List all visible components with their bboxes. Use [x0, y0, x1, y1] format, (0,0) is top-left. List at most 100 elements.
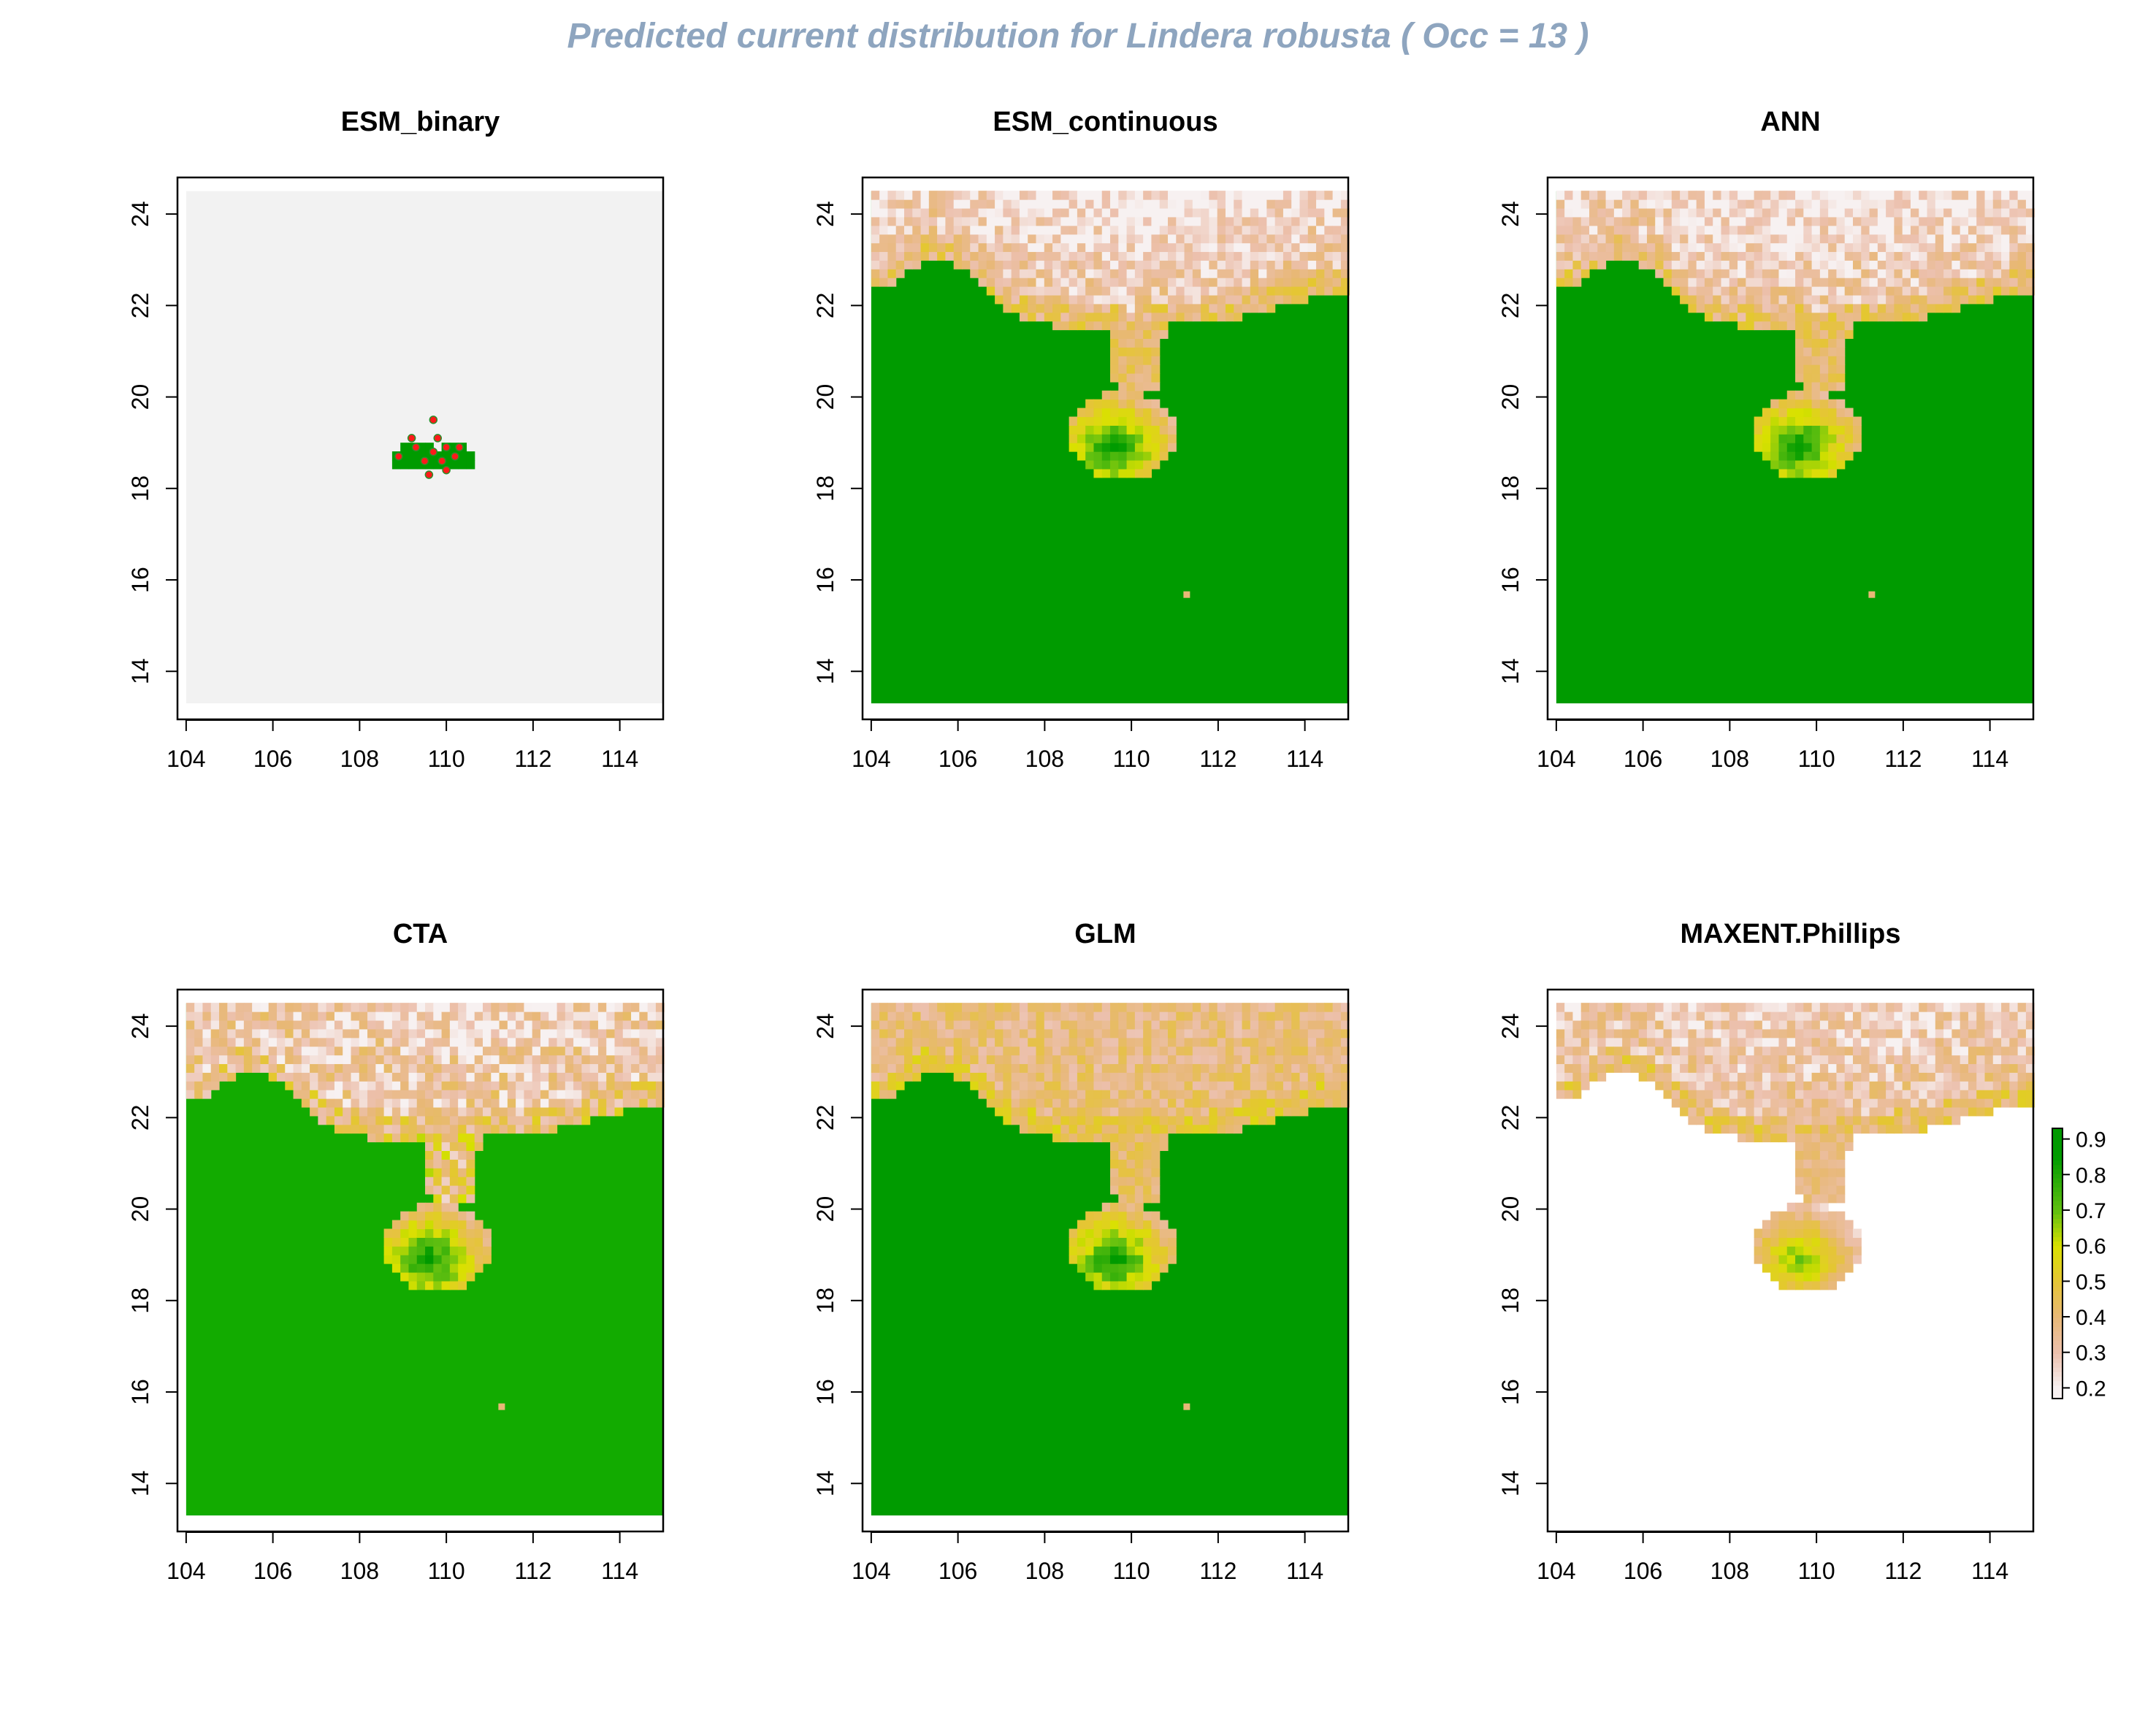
raster-cell — [871, 207, 880, 218]
raster-cell — [1729, 1028, 1738, 1039]
raster-cell — [1877, 312, 1886, 322]
raster-cell — [1110, 1220, 1119, 1230]
raster-cell — [1960, 1046, 1969, 1056]
raster-cell — [1680, 1090, 1689, 1099]
raster-cell — [1877, 1011, 1886, 1021]
raster-cell — [1282, 1106, 1292, 1117]
raster-cell — [1126, 1228, 1136, 1238]
raster-cell — [540, 1063, 549, 1073]
raster-cell — [1869, 278, 1878, 287]
raster-cell — [1118, 321, 1128, 331]
raster-cell — [326, 1028, 335, 1039]
raster-cell — [408, 1255, 418, 1264]
raster-cell — [1168, 207, 1177, 218]
raster-cell — [1762, 1246, 1771, 1255]
raster-cell — [1927, 234, 1936, 244]
raster-cell — [1819, 1141, 1829, 1152]
raster-cell — [647, 1098, 657, 1108]
raster-cell — [1935, 225, 1944, 235]
raster-cell — [1795, 347, 1804, 356]
raster-cell — [458, 1124, 467, 1134]
raster-cell — [1738, 199, 1746, 209]
raster-cell — [1811, 1271, 1821, 1282]
raster-cell — [1242, 225, 1251, 235]
raster-cell — [1101, 216, 1111, 226]
y-tick-label: 14 — [1497, 658, 1524, 684]
raster-cell — [416, 1263, 426, 1273]
raster-cell — [1811, 242, 1821, 253]
raster-cell — [516, 1124, 525, 1134]
raster-cell — [1894, 1003, 1903, 1012]
raster-cell — [1869, 242, 1878, 253]
raster-cell — [1902, 260, 1911, 269]
raster-cell — [1060, 234, 1070, 244]
raster-cell — [1778, 1037, 1788, 1047]
raster-cell — [507, 1046, 516, 1056]
colorbar-segment — [2052, 1209, 2063, 1215]
raster-cell — [1663, 1003, 1673, 1012]
raster-cell — [1992, 1055, 2002, 1065]
raster-cell — [1828, 1011, 1838, 1021]
raster-cell — [1902, 242, 1911, 253]
raster-cell — [557, 1020, 566, 1030]
raster-cell — [1159, 191, 1169, 200]
raster-cell — [1605, 242, 1615, 253]
raster-cell — [375, 1106, 385, 1117]
raster-cell — [1069, 416, 1078, 426]
raster-cell — [565, 1003, 574, 1012]
raster-cell — [1819, 408, 1829, 418]
raster-cell — [1770, 312, 1780, 322]
raster-cell — [219, 1055, 228, 1065]
raster-cell — [1134, 260, 1144, 269]
raster-cell — [425, 1202, 434, 1212]
raster-cell — [1143, 329, 1152, 340]
colorbar-segment — [2052, 1393, 2063, 1399]
raster-cell — [1003, 1003, 1012, 1012]
raster-cell — [532, 1011, 541, 1021]
raster-cell — [1572, 251, 1582, 261]
raster-cell — [1803, 1202, 1813, 1212]
raster-cell — [1242, 1063, 1251, 1073]
raster-cell — [1159, 1011, 1169, 1021]
raster-cell — [1134, 1271, 1144, 1282]
raster-cell — [1093, 1090, 1103, 1099]
occurrence-point — [442, 443, 451, 452]
raster-cell — [1110, 1141, 1119, 1152]
raster-cell — [1225, 1011, 1234, 1021]
raster-cell — [995, 1106, 1004, 1117]
raster-cell — [1093, 425, 1103, 435]
raster-cell — [1143, 225, 1152, 235]
raster-cell — [334, 1037, 343, 1047]
raster-cell — [449, 1046, 459, 1056]
raster-cell — [1168, 1046, 1177, 1056]
raster-cell — [318, 1028, 327, 1039]
raster-cell — [1258, 278, 1267, 287]
raster-cell — [1869, 216, 1878, 226]
raster-cell — [1589, 199, 1598, 209]
raster-cell — [1811, 1037, 1821, 1047]
raster-cell — [391, 1020, 401, 1030]
raster-cell — [1003, 1055, 1012, 1065]
raster-cell — [334, 1028, 343, 1039]
raster-cell — [1110, 1263, 1119, 1273]
x-tick-label: 108 — [1025, 746, 1064, 772]
raster-cell — [400, 1028, 410, 1039]
raster-cell — [1762, 1046, 1771, 1056]
raster-cell — [1580, 1037, 1590, 1047]
raster-cell — [1663, 1011, 1673, 1021]
raster-cell — [1671, 1003, 1681, 1012]
raster-cell — [1803, 451, 1813, 461]
raster-cell — [441, 1255, 451, 1264]
raster-cell — [1299, 242, 1309, 253]
raster-cell — [449, 1124, 459, 1134]
raster-cell — [1952, 216, 1961, 226]
raster-cell — [937, 225, 947, 235]
raster-cell — [1110, 1003, 1119, 1012]
raster-cell — [1671, 207, 1681, 218]
raster-cell — [986, 1098, 995, 1108]
raster-cell — [1168, 312, 1177, 322]
raster-cell — [1836, 1193, 1846, 1204]
raster-cell — [466, 1046, 475, 1056]
raster-cell — [1738, 191, 1746, 200]
raster-cell — [227, 1046, 237, 1056]
